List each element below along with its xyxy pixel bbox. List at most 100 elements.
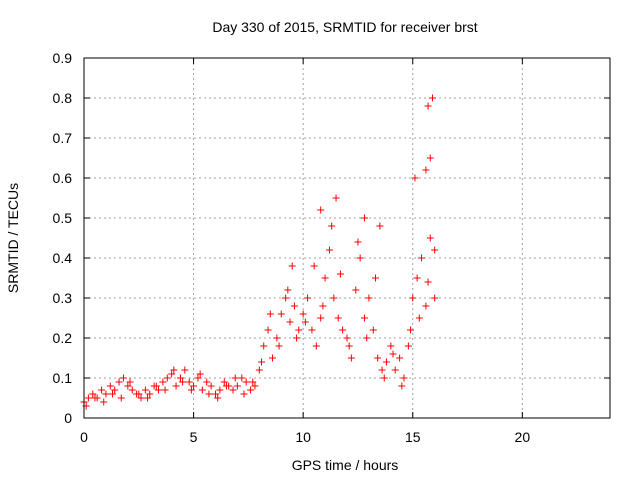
data-point bbox=[106, 382, 114, 390]
data-point bbox=[144, 394, 152, 402]
data-point bbox=[84, 394, 92, 402]
data-point bbox=[119, 374, 127, 382]
y-tick-label: 0.7 bbox=[53, 130, 73, 146]
y-tick-label: 0 bbox=[64, 410, 72, 426]
data-point bbox=[152, 382, 160, 390]
data-point bbox=[187, 386, 195, 394]
data-point bbox=[319, 302, 327, 310]
data-point bbox=[146, 390, 154, 398]
data-point bbox=[277, 310, 285, 318]
data-point bbox=[98, 386, 106, 394]
data-point bbox=[275, 342, 283, 350]
x-tick-label: 0 bbox=[80, 429, 88, 445]
data-point bbox=[170, 366, 178, 374]
data-point bbox=[207, 382, 215, 390]
data-point bbox=[424, 278, 432, 286]
data-point bbox=[255, 366, 263, 374]
data-point bbox=[161, 386, 169, 394]
data-point bbox=[205, 390, 213, 398]
data-point bbox=[222, 382, 230, 390]
data-point bbox=[345, 342, 353, 350]
data-point bbox=[159, 378, 167, 386]
data-point bbox=[91, 394, 99, 402]
data-point bbox=[391, 366, 399, 374]
data-point bbox=[389, 350, 397, 358]
data-point bbox=[240, 390, 248, 398]
data-point bbox=[354, 238, 362, 246]
data-point bbox=[264, 326, 272, 334]
data-point bbox=[242, 378, 250, 386]
x-tick-label: 10 bbox=[295, 429, 311, 445]
data-point bbox=[363, 334, 371, 342]
data-point bbox=[214, 394, 222, 402]
data-point bbox=[273, 334, 281, 342]
data-point bbox=[334, 314, 342, 322]
data-point bbox=[115, 378, 123, 386]
data-point bbox=[295, 326, 303, 334]
data-point bbox=[396, 354, 404, 362]
data-point bbox=[135, 390, 143, 398]
data-point bbox=[124, 382, 132, 390]
data-point bbox=[181, 366, 189, 374]
chart-title: Day 330 of 2015, SRMTID for receiver brs… bbox=[212, 19, 477, 35]
x-axis-ticks: 0 5 10 15 20 bbox=[80, 58, 530, 445]
data-point bbox=[172, 382, 180, 390]
data-point bbox=[155, 386, 163, 394]
data-point bbox=[137, 394, 145, 402]
data-point bbox=[409, 294, 417, 302]
data-point bbox=[216, 386, 224, 394]
data-point bbox=[336, 270, 344, 278]
data-point bbox=[179, 378, 187, 386]
data-point bbox=[431, 246, 439, 254]
data-point bbox=[111, 386, 119, 394]
data-point bbox=[108, 390, 116, 398]
data-point bbox=[251, 382, 259, 390]
y-tick-label: 0.9 bbox=[53, 50, 73, 66]
data-point bbox=[398, 382, 406, 390]
data-point bbox=[431, 294, 439, 302]
data-point bbox=[268, 354, 276, 362]
data-point bbox=[290, 302, 298, 310]
data-point bbox=[426, 154, 434, 162]
y-axis-ticks: 0 0.1 0.2 0.3 0.4 0.5 0.6 0.7 0.8 0.9 bbox=[53, 50, 610, 426]
data-point bbox=[301, 318, 309, 326]
data-point bbox=[317, 206, 325, 214]
data-point bbox=[310, 262, 318, 270]
data-point bbox=[332, 194, 340, 202]
data-point bbox=[196, 370, 204, 378]
data-point bbox=[407, 326, 415, 334]
y-axis-label: SRMTID / TECUs bbox=[5, 183, 21, 293]
x-axis-label: GPS time / hours bbox=[292, 457, 399, 473]
y-tick-label: 0.8 bbox=[53, 90, 73, 106]
data-point bbox=[117, 394, 125, 402]
y-tick-label: 0.5 bbox=[53, 210, 73, 226]
data-point bbox=[371, 274, 379, 282]
x-tick-label: 5 bbox=[190, 429, 198, 445]
data-point bbox=[203, 378, 211, 386]
data-point bbox=[422, 302, 430, 310]
gridlines bbox=[84, 58, 610, 418]
data-point bbox=[185, 378, 193, 386]
data-point bbox=[89, 390, 97, 398]
data-point bbox=[194, 374, 202, 382]
data-point bbox=[260, 342, 268, 350]
data-point bbox=[190, 382, 198, 390]
data-point bbox=[288, 262, 296, 270]
data-point bbox=[339, 326, 347, 334]
data-point bbox=[418, 254, 426, 262]
data-point bbox=[128, 386, 136, 394]
data-point bbox=[400, 374, 408, 382]
data-point bbox=[352, 286, 360, 294]
data-point bbox=[126, 378, 134, 386]
data-point bbox=[317, 314, 325, 322]
data-point bbox=[321, 274, 329, 282]
data-point bbox=[212, 390, 219, 398]
data-point bbox=[411, 174, 419, 182]
data-point bbox=[312, 342, 320, 350]
data-point bbox=[231, 374, 239, 382]
data-point bbox=[176, 374, 184, 382]
data-point bbox=[426, 234, 434, 242]
data-point bbox=[387, 342, 395, 350]
data-point bbox=[249, 378, 257, 386]
data-point bbox=[304, 294, 312, 302]
